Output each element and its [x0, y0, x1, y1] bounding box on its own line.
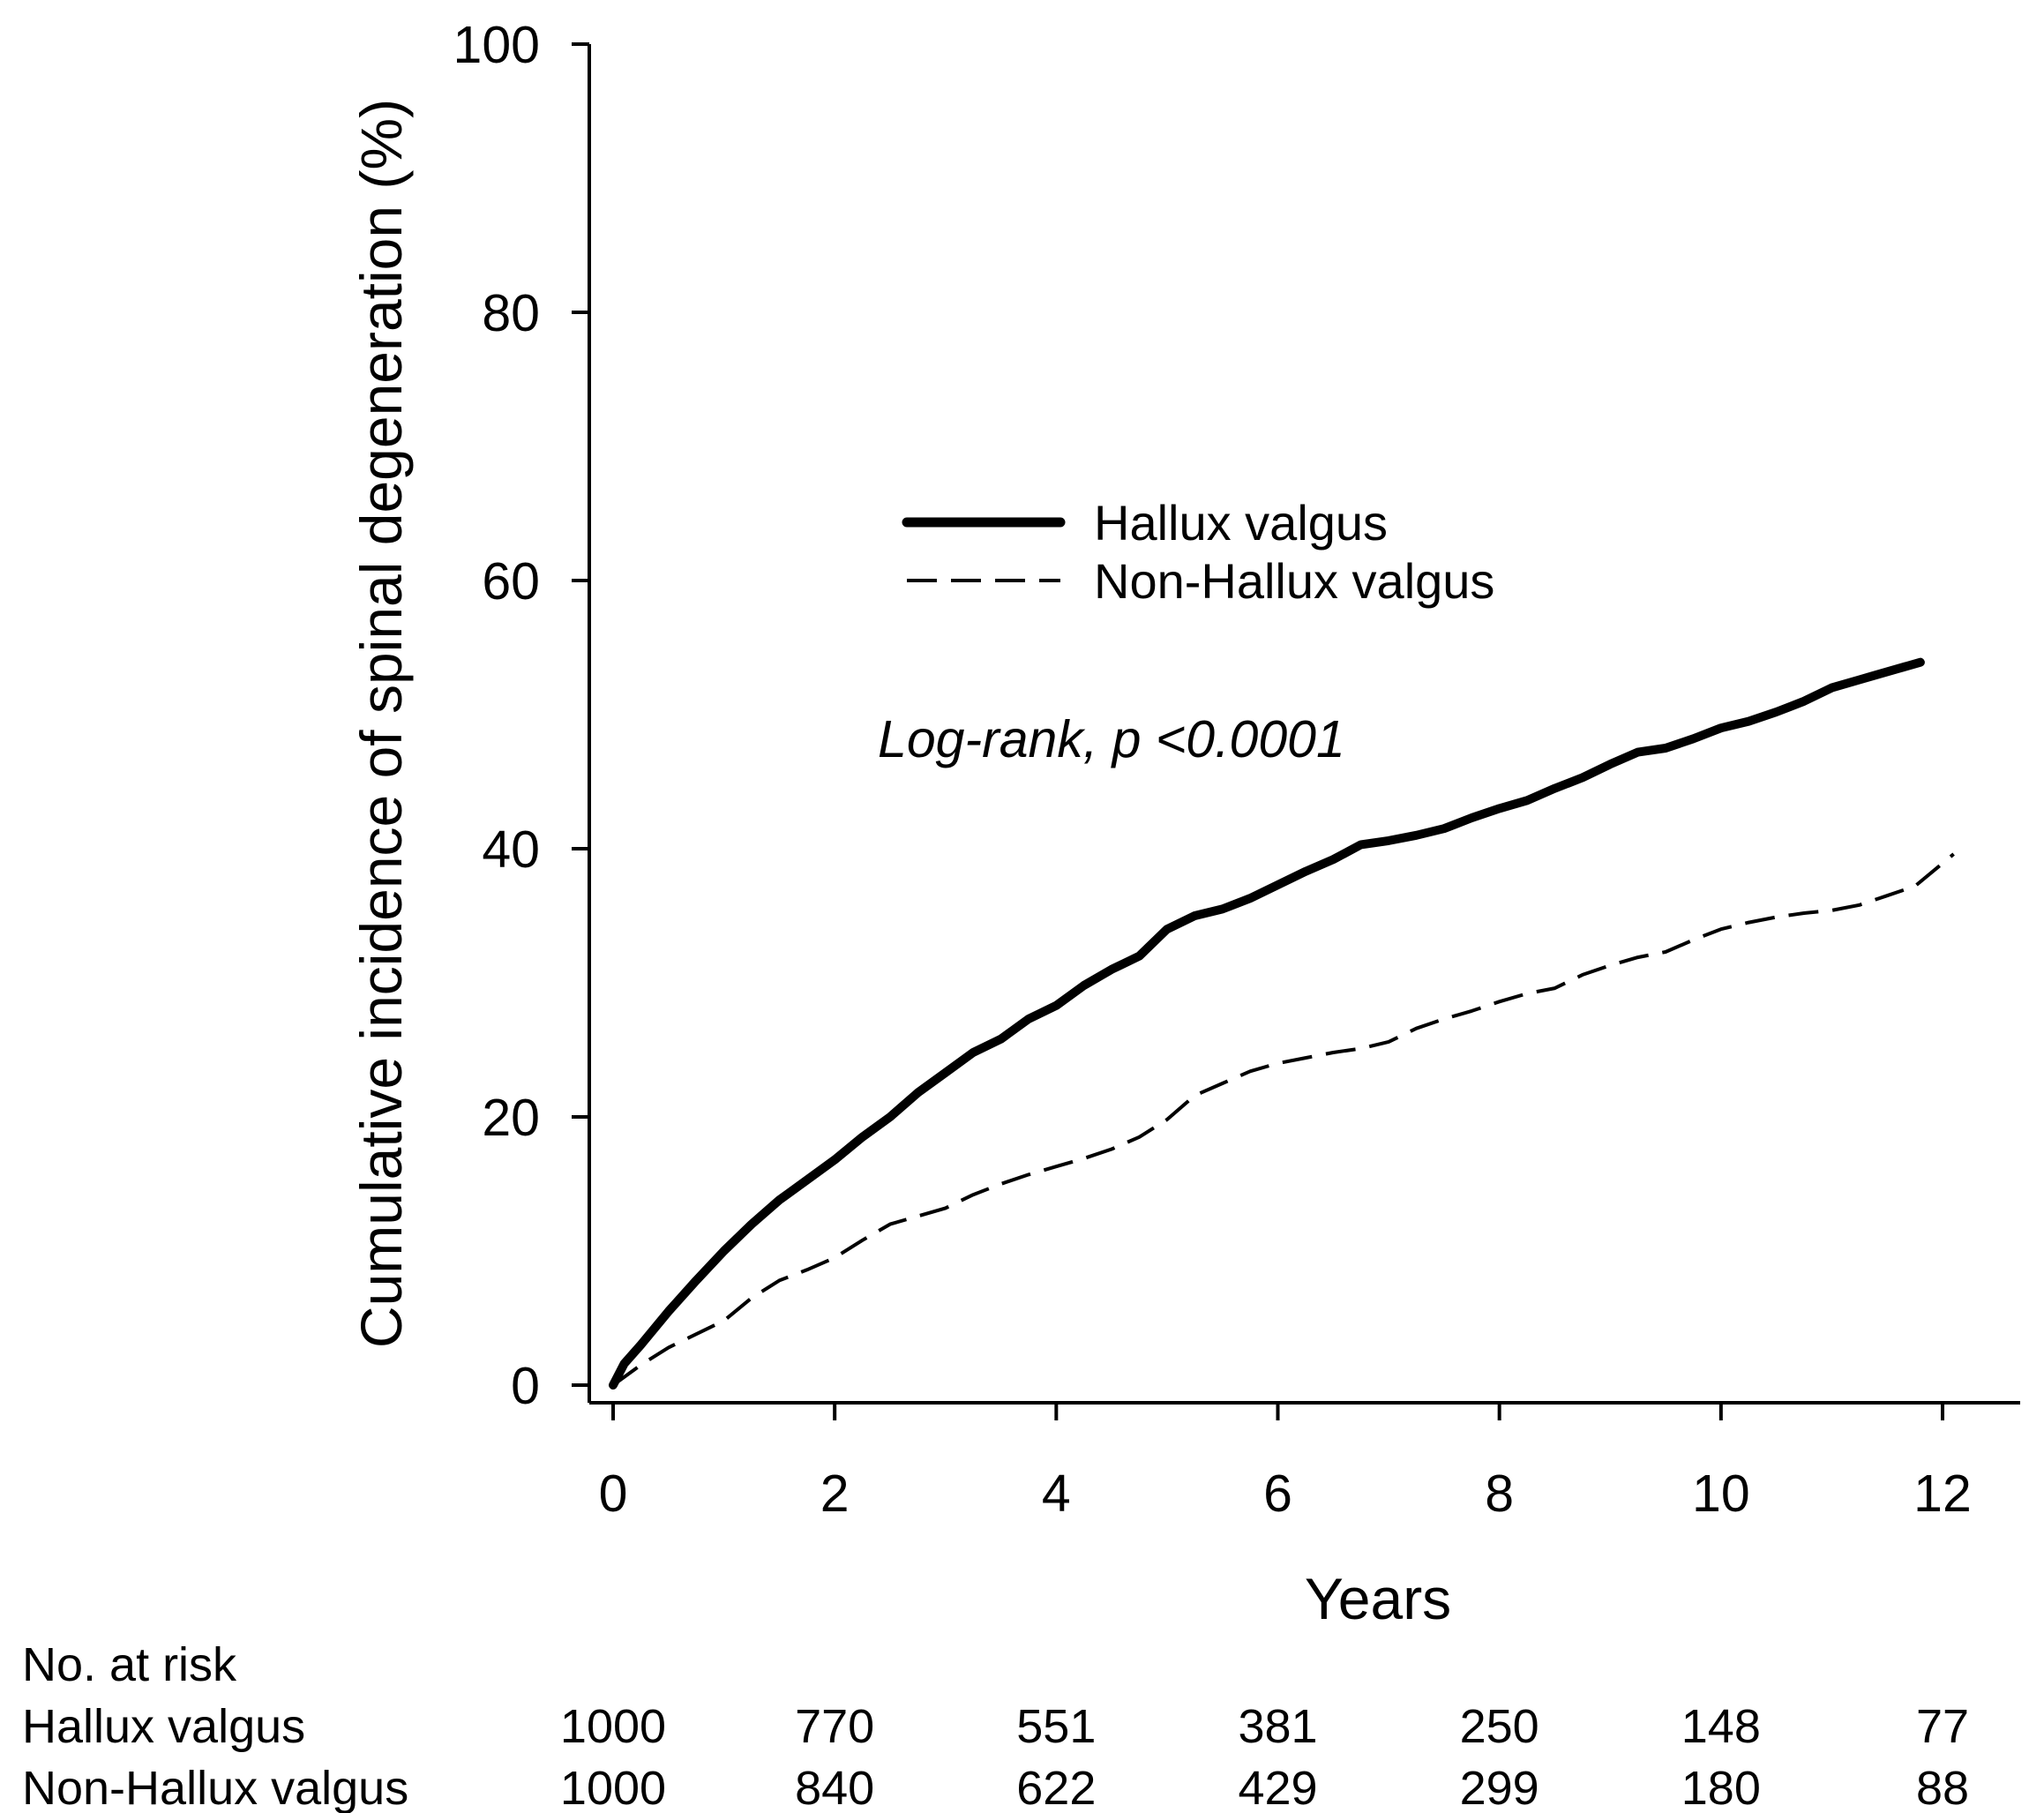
- risk-value: 299: [1460, 1762, 1539, 1813]
- series-line-non-hallux-valgus: [611, 852, 1955, 1387]
- legend-label-non-hallux-valgus: Non-Hallux valgus: [1094, 553, 1494, 609]
- x-tick-label: 0: [599, 1465, 628, 1523]
- x-ticks: 0 2 4 6 8 10 12: [599, 1403, 1972, 1523]
- legend: Hallux valgus Non-Hallux valgus: [902, 495, 1494, 609]
- x-tick-label: 4: [1042, 1465, 1071, 1523]
- risk-value: 551: [1016, 1700, 1096, 1753]
- risk-table: No. at risk Hallux valgus Non-Hallux val…: [22, 1638, 1969, 1813]
- x-tick-label: 6: [1263, 1465, 1292, 1523]
- x-tick-label: 10: [1692, 1465, 1750, 1523]
- y-tick-label: 60: [482, 552, 540, 611]
- axes: [588, 44, 2020, 1405]
- y-axis-title: Cumulative incidence of spinal degenerat…: [348, 99, 414, 1348]
- risk-value: 1000: [560, 1700, 666, 1753]
- x-tick-label: 8: [1485, 1465, 1514, 1523]
- x-tick-label: 12: [1913, 1465, 1972, 1523]
- risk-row-label: Hallux valgus: [22, 1700, 305, 1753]
- risk-value: 381: [1238, 1700, 1317, 1753]
- risk-value: 88: [1916, 1762, 1969, 1813]
- log-rank-annotation: Log-rank, p <0.0001: [878, 710, 1345, 768]
- risk-table-title: No. at risk: [22, 1638, 237, 1691]
- legend-label-hallux-valgus: Hallux valgus: [1094, 495, 1388, 551]
- y-tick-label: 40: [482, 820, 540, 879]
- risk-value: 250: [1460, 1700, 1539, 1753]
- risk-value: 1000: [560, 1762, 666, 1813]
- series-line-hallux-valgus: [609, 657, 1925, 1390]
- risk-value: 770: [795, 1700, 874, 1753]
- risk-value: 77: [1916, 1700, 1969, 1753]
- risk-row-label: Non-Hallux valgus: [22, 1762, 408, 1813]
- risk-value: 840: [795, 1762, 874, 1813]
- x-axis-title: Years: [1305, 1566, 1451, 1631]
- risk-values: 1000 770 551 381 250 148 77 1000 840 622 429 299 180…: [560, 1700, 1969, 1813]
- y-tick-label: 20: [482, 1089, 540, 1147]
- y-tick-label: 0: [511, 1357, 540, 1415]
- risk-value: 148: [1681, 1700, 1761, 1753]
- y-tick-label: 80: [482, 284, 540, 342]
- y-ticks: 0 20 40 60 80 100: [453, 16, 589, 1415]
- x-tick-label: 2: [820, 1465, 850, 1523]
- risk-value: 180: [1681, 1762, 1761, 1813]
- risk-value: 429: [1238, 1762, 1317, 1813]
- y-tick-label: 100: [453, 16, 540, 74]
- risk-value: 622: [1016, 1762, 1096, 1813]
- series-layer: [609, 657, 1955, 1390]
